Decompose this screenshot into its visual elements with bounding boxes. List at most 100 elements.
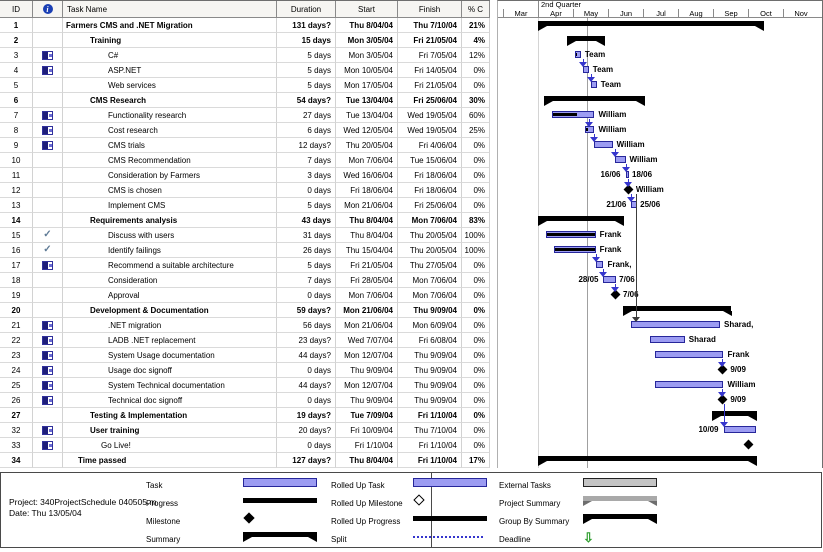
row-24-pct[interactable]: 0%	[462, 363, 490, 378]
row-8-info[interactable]	[33, 123, 63, 138]
row-19-start[interactable]: Mon 7/06/04	[336, 288, 398, 303]
row-19-id[interactable]: 19	[0, 288, 33, 303]
row-21-name[interactable]: .NET migration	[63, 318, 277, 333]
row-27-info[interactable]	[33, 408, 63, 423]
row-7-start[interactable]: Tue 13/04/04	[336, 108, 398, 123]
row-23-start[interactable]: Mon 12/07/04	[336, 348, 398, 363]
task-bar-task-18[interactable]	[603, 276, 617, 283]
month-label-nov[interactable]: Nov	[783, 9, 818, 18]
row-13-info[interactable]	[33, 198, 63, 213]
col-header-start[interactable]: Start	[336, 1, 398, 18]
row-34-name[interactable]: Time passed	[63, 453, 277, 468]
row-25-id[interactable]: 25	[0, 378, 33, 393]
row-21-id[interactable]: 21	[0, 318, 33, 333]
row-9-name[interactable]: CMS trials	[63, 138, 277, 153]
row-24-info[interactable]	[33, 363, 63, 378]
row-4-duration[interactable]: 5 days	[277, 63, 336, 78]
row-25-start[interactable]: Mon 12/07/04	[336, 378, 398, 393]
row-8-pct[interactable]: 25%	[462, 123, 490, 138]
row-9-info[interactable]	[33, 138, 63, 153]
row-14-id[interactable]: 14	[0, 213, 33, 228]
row-21-duration[interactable]: 56 days	[277, 318, 336, 333]
summary-bar-task-14[interactable]	[538, 216, 625, 221]
row-11-name[interactable]: Consideration by Farmers	[63, 168, 277, 183]
row-13-start[interactable]: Mon 21/06/04	[336, 198, 398, 213]
row-10-info[interactable]	[33, 153, 63, 168]
row-6-id[interactable]: 6	[0, 93, 33, 108]
row-34-finish[interactable]: Fri 1/10/04	[398, 453, 462, 468]
row-6-finish[interactable]: Fri 25/06/04	[398, 93, 462, 108]
row-10-pct[interactable]: 0%	[462, 153, 490, 168]
row-33-duration[interactable]: 0 days	[277, 438, 336, 453]
row-3-finish[interactable]: Fri 7/05/04	[398, 48, 462, 63]
task-bar-task-9[interactable]	[594, 141, 613, 148]
row-18-name[interactable]: Consideration	[63, 273, 277, 288]
row-11-duration[interactable]: 3 days	[277, 168, 336, 183]
row-11-id[interactable]: 11	[0, 168, 33, 183]
row-10-start[interactable]: Mon 7/06/04	[336, 153, 398, 168]
row-16-name[interactable]: Identify failings	[63, 243, 277, 258]
row-15-id[interactable]: 15	[0, 228, 33, 243]
row-9-pct[interactable]: 0%	[462, 138, 490, 153]
row-27-start[interactable]: Tue 7/09/04	[336, 408, 398, 423]
row-5-finish[interactable]: Fri 21/05/04	[398, 78, 462, 93]
row-4-pct[interactable]: 0%	[462, 63, 490, 78]
row-33-name[interactable]: Go Live!	[63, 438, 277, 453]
row-6-pct[interactable]: 30%	[462, 93, 490, 108]
col-header-info[interactable]: i	[33, 1, 63, 18]
task-bar-task-21[interactable]	[631, 321, 720, 328]
row-16-duration[interactable]: 26 days	[277, 243, 336, 258]
row-11-info[interactable]	[33, 168, 63, 183]
row-9-id[interactable]: 9	[0, 138, 33, 153]
row-15-duration[interactable]: 31 days	[277, 228, 336, 243]
task-bar-task-8[interactable]	[585, 126, 595, 133]
row-26-finish[interactable]: Thu 9/09/04	[398, 393, 462, 408]
summary-bar-task-20[interactable]	[623, 306, 732, 311]
row-24-finish[interactable]: Thu 9/09/04	[398, 363, 462, 378]
row-3-name[interactable]: C#	[63, 48, 277, 63]
row-34-start[interactable]: Thu 8/04/04	[336, 453, 398, 468]
row-3-duration[interactable]: 5 days	[277, 48, 336, 63]
row-13-pct[interactable]: 0%	[462, 198, 490, 213]
row-18-info[interactable]	[33, 273, 63, 288]
row-1-start[interactable]: Thu 8/04/04	[336, 18, 398, 33]
row-10-finish[interactable]: Tue 15/06/04	[398, 153, 462, 168]
row-32-id[interactable]: 32	[0, 423, 33, 438]
row-7-duration[interactable]: 27 days	[277, 108, 336, 123]
col-header-finish[interactable]: Finish	[398, 1, 462, 18]
row-27-id[interactable]: 27	[0, 408, 33, 423]
row-22-name[interactable]: LADB .NET replacement	[63, 333, 277, 348]
row-8-start[interactable]: Wed 12/05/04	[336, 123, 398, 138]
row-32-pct[interactable]: 0%	[462, 423, 490, 438]
row-11-pct[interactable]: 0%	[462, 168, 490, 183]
summary-bar-task-2[interactable]	[567, 36, 605, 41]
row-25-pct[interactable]: 0%	[462, 378, 490, 393]
row-5-pct[interactable]: 0%	[462, 78, 490, 93]
row-32-info[interactable]	[33, 423, 63, 438]
row-26-start[interactable]: Thu 9/09/04	[336, 393, 398, 408]
row-19-name[interactable]: Approval	[63, 288, 277, 303]
row-16-id[interactable]: 16	[0, 243, 33, 258]
col-header-id[interactable]: ID	[0, 1, 33, 18]
row-3-info[interactable]	[33, 48, 63, 63]
row-15-finish[interactable]: Thu 20/05/04	[398, 228, 462, 243]
row-16-pct[interactable]: 100%	[462, 243, 490, 258]
row-1-info[interactable]	[33, 18, 63, 33]
row-6-start[interactable]: Tue 13/04/04	[336, 93, 398, 108]
row-4-info[interactable]	[33, 63, 63, 78]
row-2-start[interactable]: Mon 3/05/04	[336, 33, 398, 48]
row-26-info[interactable]	[33, 393, 63, 408]
row-33-pct[interactable]: 0%	[462, 438, 490, 453]
row-20-pct[interactable]: 0%	[462, 303, 490, 318]
row-7-id[interactable]: 7	[0, 108, 33, 123]
row-27-finish[interactable]: Fri 1/10/04	[398, 408, 462, 423]
row-23-pct[interactable]: 0%	[462, 348, 490, 363]
row-14-pct[interactable]: 83%	[462, 213, 490, 228]
row-3-pct[interactable]: 12%	[462, 48, 490, 63]
row-14-finish[interactable]: Mon 7/06/04	[398, 213, 462, 228]
month-label-jul[interactable]: Jul	[643, 9, 678, 18]
row-16-finish[interactable]: Thu 20/05/04	[398, 243, 462, 258]
row-32-finish[interactable]: Thu 7/10/04	[398, 423, 462, 438]
row-1-duration[interactable]: 131 days?	[277, 18, 336, 33]
row-17-info[interactable]	[33, 258, 63, 273]
